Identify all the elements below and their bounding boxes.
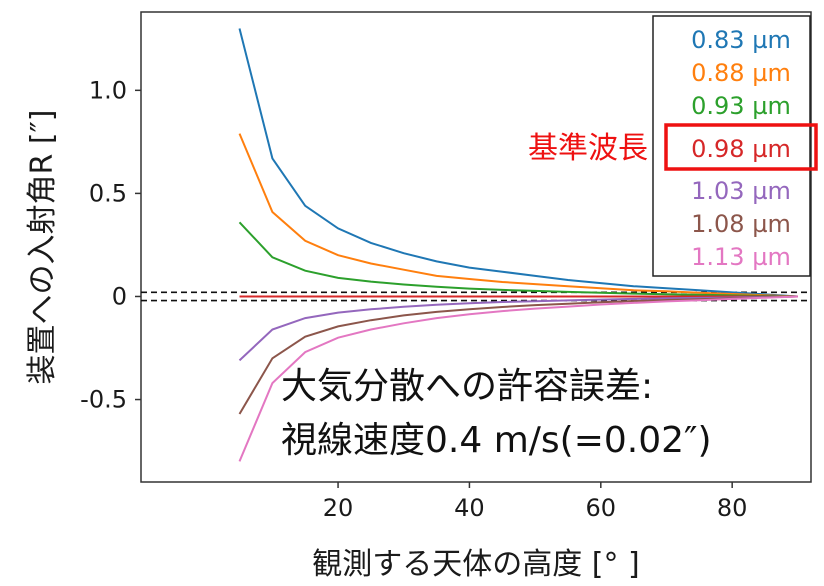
reference-wavelength-label: 基準波長 [528, 131, 648, 166]
series-line-4 [238, 295, 798, 362]
legend-label-4: 1.03 µm [691, 177, 791, 205]
legend-label-0: 0.83 µm [691, 26, 791, 54]
legend: 0.83 µm 0.88 µm 0.93 µm 0.98 µm 1.03 µm 1.08 … [652, 15, 818, 277]
annotation-line-1: 大気分散への許容誤差: [281, 366, 653, 407]
x-tick-label-0: 20 [323, 494, 354, 522]
series-line-2 [238, 221, 798, 298]
y-tick-label-1: 0.5 [89, 179, 127, 207]
tolerance-annotation: 大気分散への許容誤差: 視線速度0.4 m/s(=0.02″) [281, 366, 712, 461]
series-line-1 [238, 133, 798, 298]
y-tick-label-2: 0 [112, 282, 127, 310]
reference-highlight-box [664, 123, 818, 171]
y-tick-label-0: 1.0 [89, 76, 127, 104]
legend-label-3: 0.98 µm [691, 135, 791, 163]
legend-label-1: 0.88 µm [691, 59, 791, 87]
y-axis-label: 装置への入射角R [″] [25, 110, 60, 385]
legend-label-5: 1.08 µm [691, 210, 791, 238]
y-axis-ticks: 1.0 0.5 0 -0.5 [80, 76, 141, 414]
legend-box [652, 15, 811, 277]
series-line-6 [238, 295, 798, 462]
legend-label-2: 0.93 µm [691, 92, 791, 120]
legend-items: 0.83 µm 0.88 µm 0.93 µm 0.98 µm 1.03 µm 1.08 … [691, 26, 791, 271]
annotation-line-2: 視線速度0.4 m/s(=0.02″) [281, 420, 712, 461]
x-axis-label: 観測する天体の高度 [° ] [312, 547, 639, 582]
series-lines [238, 28, 798, 462]
x-axis-ticks: 20 40 60 80 [323, 482, 748, 522]
y-tick-label-3: -0.5 [80, 386, 127, 414]
x-tick-label-2: 60 [586, 494, 617, 522]
series-line-0 [238, 28, 798, 298]
tolerance-lines [141, 291, 811, 302]
legend-label-6: 1.13 µm [691, 243, 791, 271]
x-tick-label-1: 40 [454, 494, 485, 522]
x-tick-label-3: 80 [717, 494, 748, 522]
